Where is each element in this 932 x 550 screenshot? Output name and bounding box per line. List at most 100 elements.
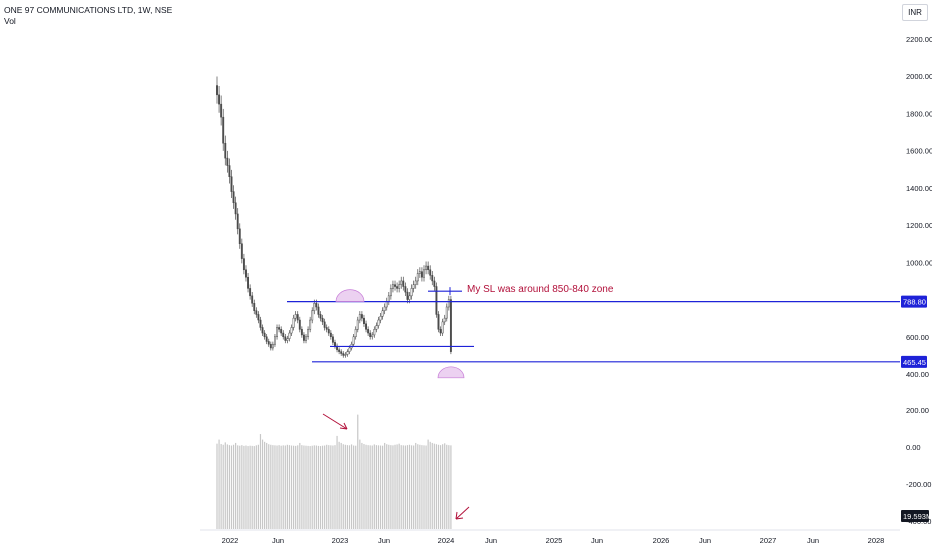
volume-bar	[361, 442, 363, 529]
volume-bar	[363, 444, 365, 529]
volume-bar	[365, 444, 367, 529]
candle-body	[387, 295, 390, 302]
time-tick-label: Jun	[485, 536, 497, 545]
candle-body	[240, 243, 243, 259]
volume-bar	[249, 445, 251, 529]
volume-bar	[232, 444, 235, 529]
candle-body	[358, 314, 361, 321]
volume-bar	[272, 445, 274, 529]
volume-bar	[427, 439, 429, 529]
candle-body	[383, 306, 386, 311]
volume-bar	[319, 446, 322, 529]
volume-bar	[274, 445, 276, 529]
price-badge	[901, 295, 927, 308]
arcs	[335, 289, 465, 379]
volume-bar	[417, 444, 419, 529]
candle-body	[340, 351, 343, 354]
volume-bar	[321, 445, 324, 529]
volume-bar	[261, 439, 264, 529]
volume-bar	[371, 445, 373, 529]
volume-bar	[421, 445, 423, 529]
price-badge	[901, 355, 927, 368]
candle-body	[354, 329, 357, 338]
candle-body	[278, 327, 281, 330]
volume-bar	[255, 445, 257, 529]
candle-body	[238, 228, 241, 244]
volume-bar	[326, 444, 328, 529]
price-tick-label: 2000.00	[906, 72, 932, 81]
volume-bar	[307, 445, 309, 529]
volume-bar	[315, 445, 317, 529]
candle-body	[232, 191, 235, 204]
candle-body	[230, 176, 233, 192]
volume-bar	[346, 445, 349, 529]
recent-volume-arrow	[455, 506, 470, 520]
candle-body	[259, 319, 262, 328]
volume-bar	[332, 445, 334, 529]
time-tick-label: Jun	[699, 536, 711, 545]
volume-bar	[357, 414, 359, 529]
candle-body	[447, 299, 450, 308]
volume-bar	[241, 445, 243, 529]
candle-body	[373, 329, 376, 336]
candle-body	[402, 280, 405, 287]
candle-body	[385, 301, 388, 308]
volume-bar	[404, 445, 406, 529]
candle-body	[271, 343, 274, 349]
candle-body	[348, 347, 351, 352]
volume-tick-label: 200.00	[906, 406, 929, 415]
candle-body	[369, 332, 372, 338]
volume-spike-arrow	[322, 413, 348, 430]
volume-bar	[226, 444, 228, 529]
candle-body	[305, 336, 307, 341]
candle-body	[296, 314, 299, 321]
price-tick-label: 400.00	[906, 370, 929, 379]
candle-body	[226, 157, 229, 166]
volume-bar	[348, 445, 351, 529]
volume-bar	[266, 442, 268, 529]
candle-body	[261, 327, 264, 334]
volume-bar	[386, 444, 388, 529]
candle-body	[404, 286, 407, 293]
volume-bars	[216, 414, 452, 529]
chart-title: ONE 97 COMMUNICATIONS LTD, 1W, NSE	[4, 5, 173, 15]
volume-bar	[317, 445, 320, 529]
candle-body	[319, 314, 322, 319]
volume-bar	[216, 443, 218, 529]
candle-body	[276, 327, 278, 338]
volume-bar	[396, 444, 398, 529]
volume-bar	[342, 444, 344, 529]
volume-bar	[330, 445, 332, 529]
volume-bar	[431, 442, 433, 529]
arrows	[322, 413, 470, 520]
candle-body	[352, 336, 355, 345]
volume-bar	[228, 445, 231, 529]
candle-body	[443, 317, 446, 323]
volume-bar	[324, 445, 326, 529]
candle-body	[381, 310, 384, 317]
candle-body	[363, 317, 365, 324]
time-axis: 2022 Jun 2023 Jun 2024 Jun 2025 Jun 2026 Jun 2027 J…	[222, 536, 885, 545]
candle-body	[251, 295, 254, 304]
price-axis: 2200.00 2000.00 1800.00 1600.00 1400.00 1200.…	[906, 35, 932, 526]
volume-bar	[359, 439, 361, 529]
candle-body	[265, 336, 268, 342]
volume-bar	[425, 445, 427, 529]
candle-body	[331, 336, 334, 343]
volume-bar	[353, 445, 355, 529]
currency-button[interactable]: INR	[902, 4, 928, 21]
volume-bar	[355, 445, 357, 529]
volume-badge	[901, 510, 929, 522]
volume-bar	[237, 445, 239, 529]
volume-bar	[415, 442, 417, 529]
volume-bar	[280, 445, 282, 529]
candle-body	[290, 327, 293, 334]
volume-bar	[406, 445, 409, 529]
recent-volume-arrowhead	[455, 511, 464, 520]
candle-body	[317, 306, 320, 315]
candle-body	[234, 202, 237, 215]
candle-body	[356, 319, 359, 330]
volume-bar	[448, 445, 450, 529]
candle-body	[302, 334, 305, 341]
candle-body	[300, 329, 303, 336]
